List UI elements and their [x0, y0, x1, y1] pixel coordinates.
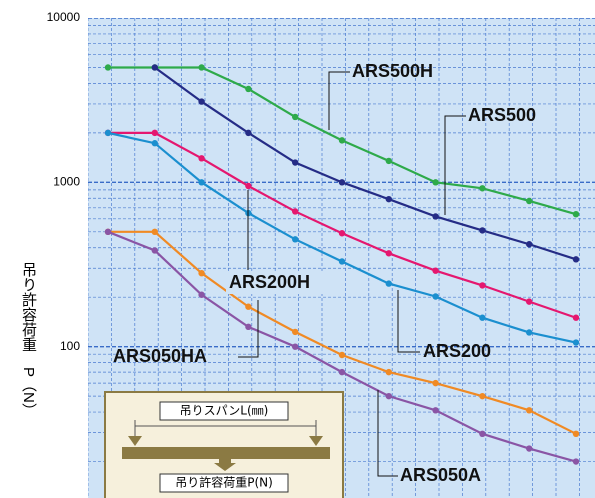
data-point — [198, 269, 205, 277]
data-point — [479, 392, 486, 400]
data-point — [385, 280, 392, 287]
data-point — [338, 258, 346, 265]
data-point — [198, 155, 205, 162]
data-point — [245, 182, 252, 190]
data-point — [572, 314, 580, 321]
data-point — [198, 64, 205, 71]
data-point — [479, 282, 486, 289]
data-point — [245, 129, 252, 137]
data-point — [198, 291, 205, 298]
data-point — [572, 256, 580, 263]
data-point — [479, 430, 486, 438]
data-point — [572, 210, 580, 218]
data-point — [151, 228, 158, 236]
data-point — [432, 407, 439, 414]
data-point — [104, 228, 112, 236]
data-point — [572, 339, 580, 346]
data-point — [245, 303, 252, 310]
data-point — [292, 236, 299, 243]
y-tick-label: 100 — [60, 339, 80, 353]
data-point — [479, 185, 486, 192]
inset: 吊りスパンL(㎜) 吊り許容荷重P(N) — [104, 391, 344, 498]
data-point — [432, 213, 439, 220]
data-point — [292, 343, 299, 350]
data-point — [104, 129, 112, 137]
series-label: ARS500 — [468, 105, 536, 125]
data-point — [432, 267, 439, 274]
series-label: ARS200H — [229, 272, 310, 292]
data-point — [292, 208, 299, 215]
series-label: ARS050A — [400, 465, 481, 485]
y-tick-label: 10000 — [47, 10, 81, 24]
data-point — [245, 323, 252, 331]
annotations: ARS500H ARS500 ARS200H ARS200 ARS050HA A… — [113, 61, 536, 485]
inset-span-label: 吊りスパンL(㎜) — [180, 404, 269, 418]
data-point — [572, 458, 580, 465]
data-point — [385, 157, 392, 165]
data-point — [151, 247, 158, 254]
data-point — [338, 230, 346, 237]
data-point — [432, 179, 439, 186]
data-point — [526, 298, 533, 305]
data-point — [385, 195, 392, 203]
data-point — [292, 328, 299, 336]
data-point — [479, 314, 486, 321]
data-point — [151, 140, 158, 147]
data-point — [151, 129, 158, 137]
data-point — [292, 159, 299, 166]
data-point — [338, 368, 346, 376]
data-point — [526, 407, 533, 414]
data-point — [198, 98, 205, 105]
data-point — [104, 64, 112, 71]
data-point — [385, 368, 392, 376]
data-point — [338, 179, 346, 186]
data-point — [338, 351, 346, 359]
data-point — [151, 64, 158, 71]
series-label: ARS200 — [423, 341, 491, 361]
data-point — [385, 392, 392, 400]
y-tick-label: 1000 — [53, 175, 80, 189]
series-label: ARS500H — [352, 61, 433, 81]
data-point — [526, 241, 533, 248]
data-point — [292, 113, 299, 121]
series-label: ARS050HA — [113, 346, 207, 366]
data-point — [526, 445, 533, 452]
data-point — [245, 85, 252, 93]
data-point — [385, 250, 392, 257]
data-point — [479, 227, 486, 234]
data-point — [572, 430, 580, 438]
data-point — [338, 137, 346, 144]
series-line — [154, 66, 577, 261]
data-point — [526, 197, 533, 205]
data-point — [198, 179, 205, 186]
data-point — [432, 293, 439, 300]
y-axis-label: 吊り許容荷重 P（N） — [20, 262, 37, 418]
inset-load-label: 吊り許容荷重P(N) — [175, 475, 273, 490]
data-point — [432, 379, 439, 387]
data-point — [526, 329, 533, 336]
